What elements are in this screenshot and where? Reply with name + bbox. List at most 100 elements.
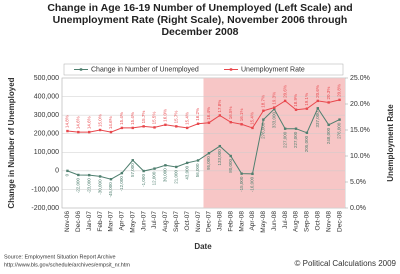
data-label: -30,000 — [97, 179, 102, 195]
point — [109, 178, 113, 181]
y-tick-label: 200,000 — [34, 131, 59, 138]
x-tick-label: Apr-08 — [249, 211, 256, 231]
y2-tick-label: 10.0% — [350, 153, 370, 160]
data-label: 248,000 — [326, 127, 331, 144]
y-tick-label: 300,000 — [34, 112, 59, 119]
point — [131, 159, 134, 162]
data-label: 227,000 — [293, 131, 298, 148]
point — [131, 126, 134, 130]
data-label: 16.1% — [239, 109, 244, 122]
credit: © Political Calculations 2009 — [294, 259, 396, 268]
data-label: -12,000 — [119, 176, 124, 192]
data-label: -23,000 — [86, 178, 91, 194]
x-tick-label: Apr-07 — [119, 211, 126, 231]
data-label: 205,000 — [304, 135, 309, 152]
point — [305, 107, 309, 110]
point — [185, 161, 189, 165]
x-tick-label: Feb-08 — [227, 211, 234, 232]
legend-label: Change in Number of Unemployed — [91, 66, 199, 73]
point — [316, 99, 319, 103]
point — [262, 118, 265, 121]
data-label: 30,000 — [163, 168, 168, 182]
data-label: 0 — [65, 173, 70, 176]
point — [153, 126, 156, 129]
data-label: 15.7% — [141, 111, 146, 124]
x-tick-label: Jun-07 — [140, 211, 147, 231]
data-label: 15.4% — [130, 112, 135, 125]
data-label: 16.4% — [206, 107, 211, 120]
point — [240, 123, 243, 126]
data-label: -45,000 — [108, 182, 113, 198]
point — [164, 123, 167, 126]
x-tick-label: Jul-07 — [151, 211, 158, 229]
point — [316, 107, 319, 110]
x-tick-label: Jul-08 — [282, 211, 289, 229]
point — [283, 99, 287, 103]
y2-tick-label: 20.0% — [350, 101, 370, 108]
data-label: 16.0% — [163, 109, 168, 122]
shaded-region — [203, 78, 345, 208]
data-label: 14.6% — [76, 116, 81, 129]
x-tick-label: Dec-07 — [206, 211, 213, 232]
point — [109, 130, 113, 134]
x-tick-label: Mar-08 — [238, 211, 245, 232]
data-label: 20.3% — [326, 87, 331, 100]
y2-tick-label: 0.0% — [350, 205, 366, 212]
x-tick-label: Nov-07 — [195, 211, 202, 232]
series-line — [67, 107, 340, 180]
x-tick-label: Dec-08 — [336, 211, 343, 232]
point — [283, 127, 287, 130]
point — [229, 154, 232, 158]
x-tick-label: May-07 — [129, 211, 136, 233]
data-label: 80,000 — [228, 159, 233, 173]
data-label: 333,000 — [271, 112, 276, 129]
data-label: 337,000 — [315, 111, 320, 128]
data-label: 56,000 — [195, 163, 200, 177]
data-label: -16,000 — [250, 176, 255, 192]
data-label: 18.7% — [261, 95, 266, 108]
data-label: 15.7% — [173, 111, 178, 124]
data-label: 12,000 — [152, 171, 157, 185]
data-label: 95,000 — [206, 156, 211, 170]
point — [175, 125, 178, 128]
point — [185, 126, 189, 130]
x-tick-label: Mar-07 — [108, 211, 115, 232]
legend-marker — [79, 68, 83, 71]
y2-tick-label: 5.0% — [350, 179, 366, 186]
point — [120, 126, 124, 130]
point — [262, 109, 265, 112]
legend-marker — [229, 68, 233, 71]
y2-axis-title: Unemployment Rate — [386, 104, 395, 182]
data-label: 19.3% — [271, 92, 276, 105]
point — [77, 130, 80, 134]
source-url: http://www.bls.gov/schedule/archives/emp… — [4, 262, 130, 268]
data-label: 14.8% — [65, 115, 70, 128]
x-tick-label: Jan-07 — [86, 211, 93, 231]
point — [251, 172, 254, 176]
data-label: 17.8% — [217, 100, 222, 113]
point — [66, 129, 69, 133]
x-tick-label: Oct-07 — [184, 211, 191, 231]
data-label: 15.0% — [97, 114, 102, 127]
x-tick-label: May-08 — [260, 211, 267, 233]
point — [218, 144, 222, 148]
point — [88, 173, 91, 177]
data-label: 18.9% — [293, 94, 298, 107]
x-tick-label: Jun-08 — [271, 211, 278, 231]
data-label: 15.5% — [152, 112, 157, 125]
point — [196, 159, 200, 162]
legend-label: Unemployment Rate — [241, 66, 305, 73]
point — [164, 164, 167, 167]
y-tick-label: -100,000 — [31, 186, 59, 193]
source: Source: Employment Situation Report Arch… — [4, 254, 116, 260]
data-label: 20.6% — [282, 85, 287, 98]
data-label: 15.4% — [250, 112, 255, 125]
y2-tick-label: 25.0% — [350, 75, 370, 82]
point — [98, 128, 102, 132]
point — [305, 131, 309, 134]
x-tick-label: Oct-08 — [315, 211, 322, 231]
data-label: 43,000 — [184, 165, 189, 179]
x-tick-label: Nov-06 — [64, 211, 71, 232]
data-label: 20.6% — [315, 85, 320, 98]
